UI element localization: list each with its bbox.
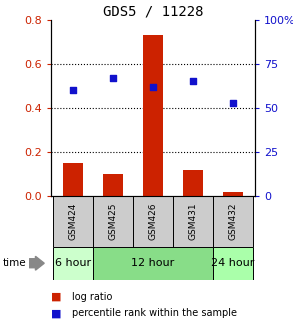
Bar	[53, 196, 93, 247]
Bar	[173, 196, 213, 247]
Text: time: time	[3, 258, 27, 268]
Bar	[183, 170, 203, 196]
Text: 24 hour: 24 hour	[211, 258, 255, 268]
Text: 12 hour: 12 hour	[132, 258, 175, 268]
Text: percentile rank within the sample: percentile rank within the sample	[72, 308, 237, 318]
Bar	[213, 247, 253, 280]
Text: 6 hour: 6 hour	[55, 258, 91, 268]
Title: GDS5 / 11228: GDS5 / 11228	[103, 5, 203, 18]
Text: ■: ■	[51, 308, 62, 318]
Text: log ratio: log ratio	[72, 292, 112, 302]
Point	[191, 79, 195, 84]
Point	[151, 84, 156, 89]
Bar	[63, 163, 83, 196]
Bar	[93, 196, 133, 247]
Text: GSM426: GSM426	[149, 203, 158, 240]
Bar	[93, 247, 213, 280]
Point	[111, 75, 115, 80]
Text: ■: ■	[51, 292, 62, 302]
Bar	[223, 192, 243, 196]
Bar	[103, 174, 123, 196]
Text: GSM424: GSM424	[69, 203, 78, 240]
Bar	[133, 196, 173, 247]
Bar	[213, 196, 253, 247]
FancyArrow shape	[29, 256, 44, 270]
Text: GSM425: GSM425	[109, 203, 118, 240]
Point	[231, 100, 235, 105]
Text: GSM432: GSM432	[229, 203, 237, 240]
Text: GSM431: GSM431	[188, 203, 197, 240]
Point	[71, 88, 76, 93]
Bar	[53, 247, 93, 280]
Bar	[143, 35, 163, 196]
